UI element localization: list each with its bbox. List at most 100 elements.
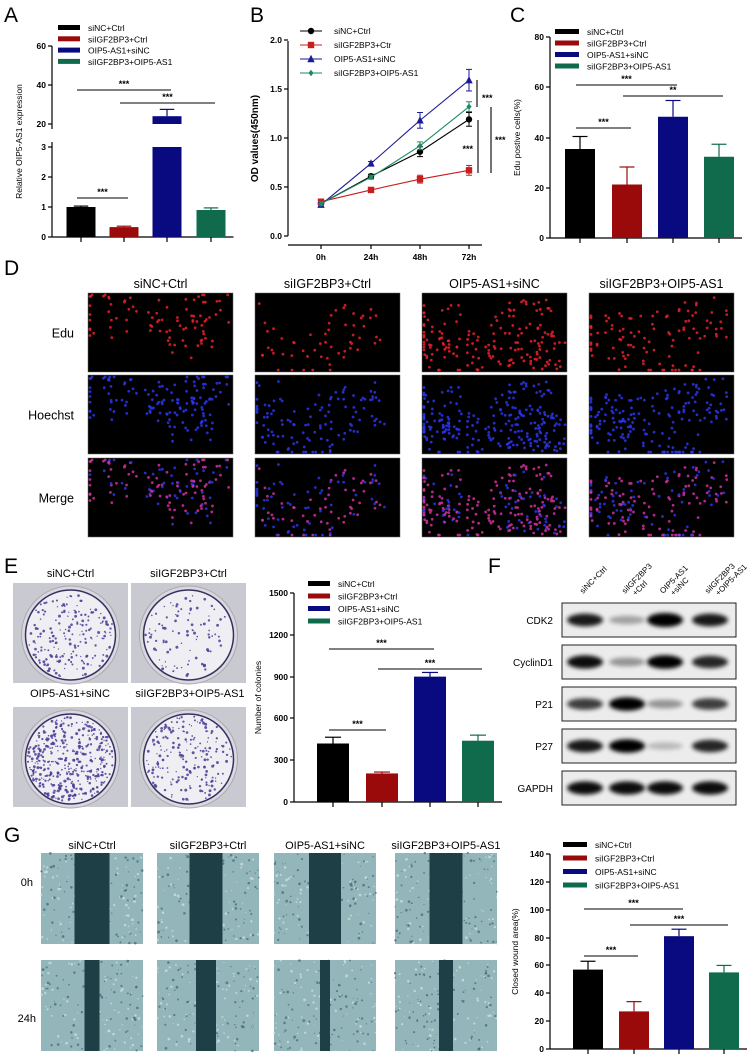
colony [215, 725, 218, 729]
cell-nucleus [309, 498, 312, 502]
cell-nucleus [186, 429, 190, 432]
cell-nucleus [500, 412, 504, 415]
cell-nucleus [470, 526, 474, 530]
cell-nucleus [195, 389, 199, 392]
cell-nucleus [552, 334, 555, 338]
cell-texture [400, 899, 403, 903]
cell-nucleus [176, 398, 180, 402]
colony [86, 720, 89, 724]
cell-nucleus [325, 356, 329, 360]
colony [72, 770, 75, 773]
cell-nucleus [148, 411, 152, 414]
cell-nucleus [694, 468, 698, 472]
colony [47, 669, 51, 673]
cell-texture [273, 997, 275, 999]
plate-label: OIP5-AS1+siNC [30, 688, 110, 700]
colony [61, 611, 64, 614]
cell-nucleus [524, 382, 528, 386]
cell-texture [231, 929, 233, 931]
cell-nucleus [88, 400, 92, 404]
cell-nucleus [147, 311, 150, 314]
cell-nucleus [639, 479, 643, 483]
cell-nucleus [457, 515, 461, 519]
colony [67, 794, 71, 798]
cell-texture [71, 963, 73, 965]
column-title: siIGF2BP3+Ctrl [170, 840, 247, 852]
cell-nucleus [534, 510, 538, 513]
cell-texture [352, 1007, 354, 1009]
cell-texture [370, 1020, 373, 1023]
colony [42, 660, 46, 664]
colony [169, 648, 172, 651]
cell-texture [217, 985, 220, 988]
colony [94, 644, 97, 647]
cell-nucleus [647, 422, 651, 426]
colony [175, 721, 179, 724]
cell-nucleus [651, 314, 655, 318]
cell-nucleus [328, 448, 332, 452]
colony [65, 789, 68, 792]
cell-nucleus [199, 314, 202, 318]
cell-texture [50, 1006, 52, 1008]
y-tick-label: 2 [41, 172, 46, 182]
cell-texture [273, 1031, 276, 1035]
cell-nucleus [639, 396, 643, 400]
cell-nucleus [722, 408, 726, 412]
colony [175, 645, 179, 649]
cell-texture [366, 878, 368, 880]
cell-nucleus [425, 519, 429, 523]
cell-nucleus [302, 528, 306, 532]
cell-nucleus [423, 353, 427, 356]
cell-texture [343, 961, 347, 964]
cell-texture [304, 1031, 307, 1034]
cell-texture [352, 897, 356, 901]
wound-image-24h [273, 959, 377, 1052]
y-tick-label: 40 [535, 988, 545, 998]
cell-texture [177, 968, 180, 972]
cell-nucleus [543, 496, 547, 500]
legend-swatch [563, 869, 587, 874]
cell-nucleus [633, 334, 636, 338]
cell-nucleus [190, 496, 194, 500]
cell-nucleus [304, 506, 307, 510]
colony [87, 780, 89, 783]
bar [109, 227, 139, 237]
colony [74, 769, 77, 772]
cell-nucleus [541, 500, 545, 504]
cell-texture [298, 882, 301, 886]
cell-texture [478, 1038, 481, 1041]
cell-nucleus [623, 522, 627, 526]
cell-texture [356, 1018, 359, 1020]
cell-texture [299, 976, 303, 979]
cell-nucleus [155, 311, 159, 315]
cell-nucleus [655, 475, 659, 479]
cell-nucleus [352, 488, 356, 492]
cell-nucleus [450, 473, 454, 476]
cell-nucleus [440, 331, 444, 335]
cell-texture [242, 1021, 245, 1024]
cell-nucleus [528, 495, 532, 499]
cell-nucleus [671, 503, 675, 507]
cell-texture [50, 1014, 53, 1017]
cell-texture [329, 998, 332, 1001]
cell-nucleus [88, 386, 92, 389]
colony [81, 734, 85, 737]
cell-texture [313, 1015, 315, 1017]
cell-texture [278, 1043, 280, 1046]
cell-nucleus [317, 393, 321, 397]
panel-label-b: B [250, 4, 264, 27]
cell-nucleus [652, 492, 656, 496]
colony [177, 632, 181, 635]
cell-nucleus [595, 425, 599, 429]
cell-nucleus [112, 458, 116, 462]
cell-nucleus [520, 512, 524, 516]
colony [100, 738, 103, 741]
cell-texture [300, 1049, 303, 1052]
cell-nucleus [329, 510, 333, 514]
cell-nucleus [383, 422, 386, 426]
cell-texture [120, 936, 123, 938]
cell-nucleus [369, 307, 373, 311]
cell-texture [471, 928, 473, 930]
cell-texture [366, 1033, 370, 1036]
cell-nucleus [598, 505, 602, 509]
